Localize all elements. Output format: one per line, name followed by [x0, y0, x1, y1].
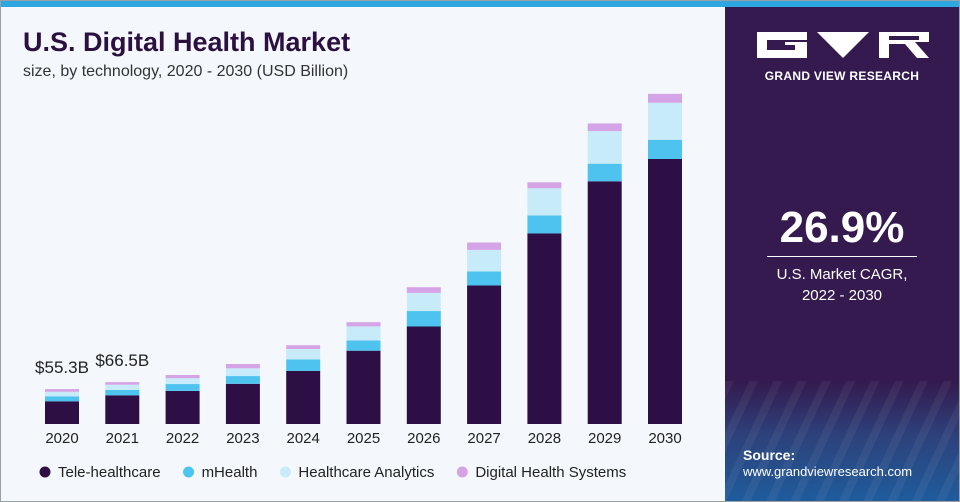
bar-segment-digital-health-systems-2020 — [45, 389, 79, 392]
source-label: Source: — [743, 447, 796, 463]
cagr-divider — [767, 256, 917, 257]
x-tick-label-2022: 2022 — [166, 430, 199, 447]
bar-segment-mhealth-2027 — [467, 271, 502, 286]
bar-segment-digital-health-systems-2024 — [286, 345, 321, 349]
legend-label-tele-healthcare: Tele-healthcare — [58, 464, 161, 481]
bar-segment-mhealth-2020 — [45, 396, 79, 402]
bar-segment-tele-healthcare-2030 — [648, 158, 682, 424]
bar-segment-mhealth-2022 — [165, 384, 200, 391]
source-url[interactable]: www.grandviewresearch.com — [743, 464, 913, 479]
bar-segment-tele-healthcare-2027 — [467, 285, 502, 424]
bar-total-label-2021: $66.5B — [95, 351, 149, 370]
legend-marker-digital-health-systems — [456, 466, 468, 478]
bar-segment-digital-health-systems-2029 — [587, 123, 622, 132]
x-tick-label-2021: 2021 — [106, 430, 139, 447]
bar-segment-digital-health-systems-2027 — [467, 242, 502, 250]
bar-segment-mhealth-2023 — [225, 376, 260, 384]
cagr-value: 26.9% — [779, 203, 905, 252]
chart-subtitle: size, by technology, 2020 - 2030 (USD Bi… — [23, 63, 349, 80]
cagr-label-line1: U.S. Market CAGR, — [776, 266, 908, 283]
bar-segment-digital-health-systems-2028 — [527, 182, 562, 189]
bar-segment-digital-health-systems-2030 — [648, 93, 682, 103]
panel-decorative-gradient — [725, 381, 959, 501]
x-tick-label-2026: 2026 — [407, 430, 440, 447]
x-tick-label-2028: 2028 — [528, 430, 561, 447]
x-tick-label-2029: 2029 — [588, 430, 621, 447]
bar-segment-mhealth-2024 — [286, 359, 321, 371]
top-accent-bar — [1, 1, 959, 7]
bar-segment-healthcare-analytics-2022 — [165, 378, 200, 385]
bar-segment-digital-health-systems-2022 — [165, 375, 200, 379]
bar-segment-tele-healthcare-2026 — [406, 326, 441, 424]
bar-segment-tele-healthcare-2020 — [45, 401, 79, 424]
legend-marker-tele-healthcare — [39, 466, 51, 478]
bar-segment-tele-healthcare-2029 — [587, 181, 622, 424]
bar-segment-mhealth-2025 — [346, 340, 381, 351]
bar-segment-mhealth-2028 — [527, 215, 562, 234]
legend-marker-mhealth — [183, 466, 195, 478]
bar-segment-healthcare-analytics-2020 — [45, 391, 79, 397]
bar-segment-mhealth-2030 — [648, 139, 682, 159]
bar-segment-healthcare-analytics-2024 — [286, 349, 321, 360]
bar-segment-healthcare-analytics-2029 — [587, 131, 622, 164]
bar-segment-healthcare-analytics-2025 — [346, 326, 381, 341]
x-tick-label-2025: 2025 — [347, 430, 380, 447]
bar-segment-mhealth-2029 — [587, 163, 622, 182]
bar-segment-tele-healthcare-2021 — [105, 395, 140, 424]
bar-segment-tele-healthcare-2023 — [225, 383, 260, 424]
bar-segment-mhealth-2026 — [406, 311, 441, 327]
x-tick-label-2020: 2020 — [45, 430, 78, 447]
grand-view-research-logo — [757, 32, 929, 58]
bar-segment-tele-healthcare-2025 — [346, 350, 381, 424]
legend-marker-healthcare-analytics — [279, 466, 291, 478]
brand-name: GRAND VIEW RESEARCH — [764, 69, 920, 83]
cagr-label: U.S. Market CAGR, 2022 - 2030 — [725, 264, 959, 306]
bar-segment-tele-healthcare-2022 — [165, 391, 200, 424]
x-tick-label-2027: 2027 — [467, 430, 500, 447]
bar-segment-digital-health-systems-2025 — [346, 322, 381, 327]
legend-label-healthcare-analytics: Healthcare Analytics — [298, 464, 434, 481]
bar-segment-healthcare-analytics-2021 — [105, 384, 140, 390]
chart-title: U.S. Digital Health Market — [23, 27, 351, 57]
x-tick-label-2023: 2023 — [226, 430, 259, 447]
x-tick-label-2030: 2030 — [648, 430, 681, 447]
legend-label-digital-health-systems: Digital Health Systems — [475, 464, 626, 481]
bar-segment-healthcare-analytics-2027 — [467, 249, 502, 272]
x-tick-label-2024: 2024 — [287, 430, 320, 447]
side-panel: GRAND VIEW RESEARCH 26.9% U.S. Market CA… — [725, 7, 959, 501]
chart-plot: 2020 2021 2022 2023 2024 2025 2026 2027 2028 2029… — [35, 93, 682, 481]
bar-total-label-2020: $55.3B — [35, 358, 89, 377]
bar-segment-healthcare-analytics-2030 — [648, 102, 682, 140]
bar-segment-digital-health-systems-2021 — [105, 382, 140, 385]
cagr-label-line2: 2022 - 2030 — [801, 287, 883, 304]
bar-segment-mhealth-2021 — [105, 390, 140, 396]
bar-segment-digital-health-systems-2023 — [225, 364, 260, 369]
legend-label-mhealth: mHealth — [202, 464, 258, 481]
bar-segment-tele-healthcare-2028 — [527, 233, 562, 424]
bar-segment-digital-health-systems-2026 — [406, 287, 441, 293]
bar-segment-tele-healthcare-2024 — [286, 370, 321, 424]
bar-segment-healthcare-analytics-2028 — [527, 188, 562, 216]
bar-segment-healthcare-analytics-2026 — [406, 292, 441, 312]
bar-segment-healthcare-analytics-2023 — [225, 368, 260, 377]
